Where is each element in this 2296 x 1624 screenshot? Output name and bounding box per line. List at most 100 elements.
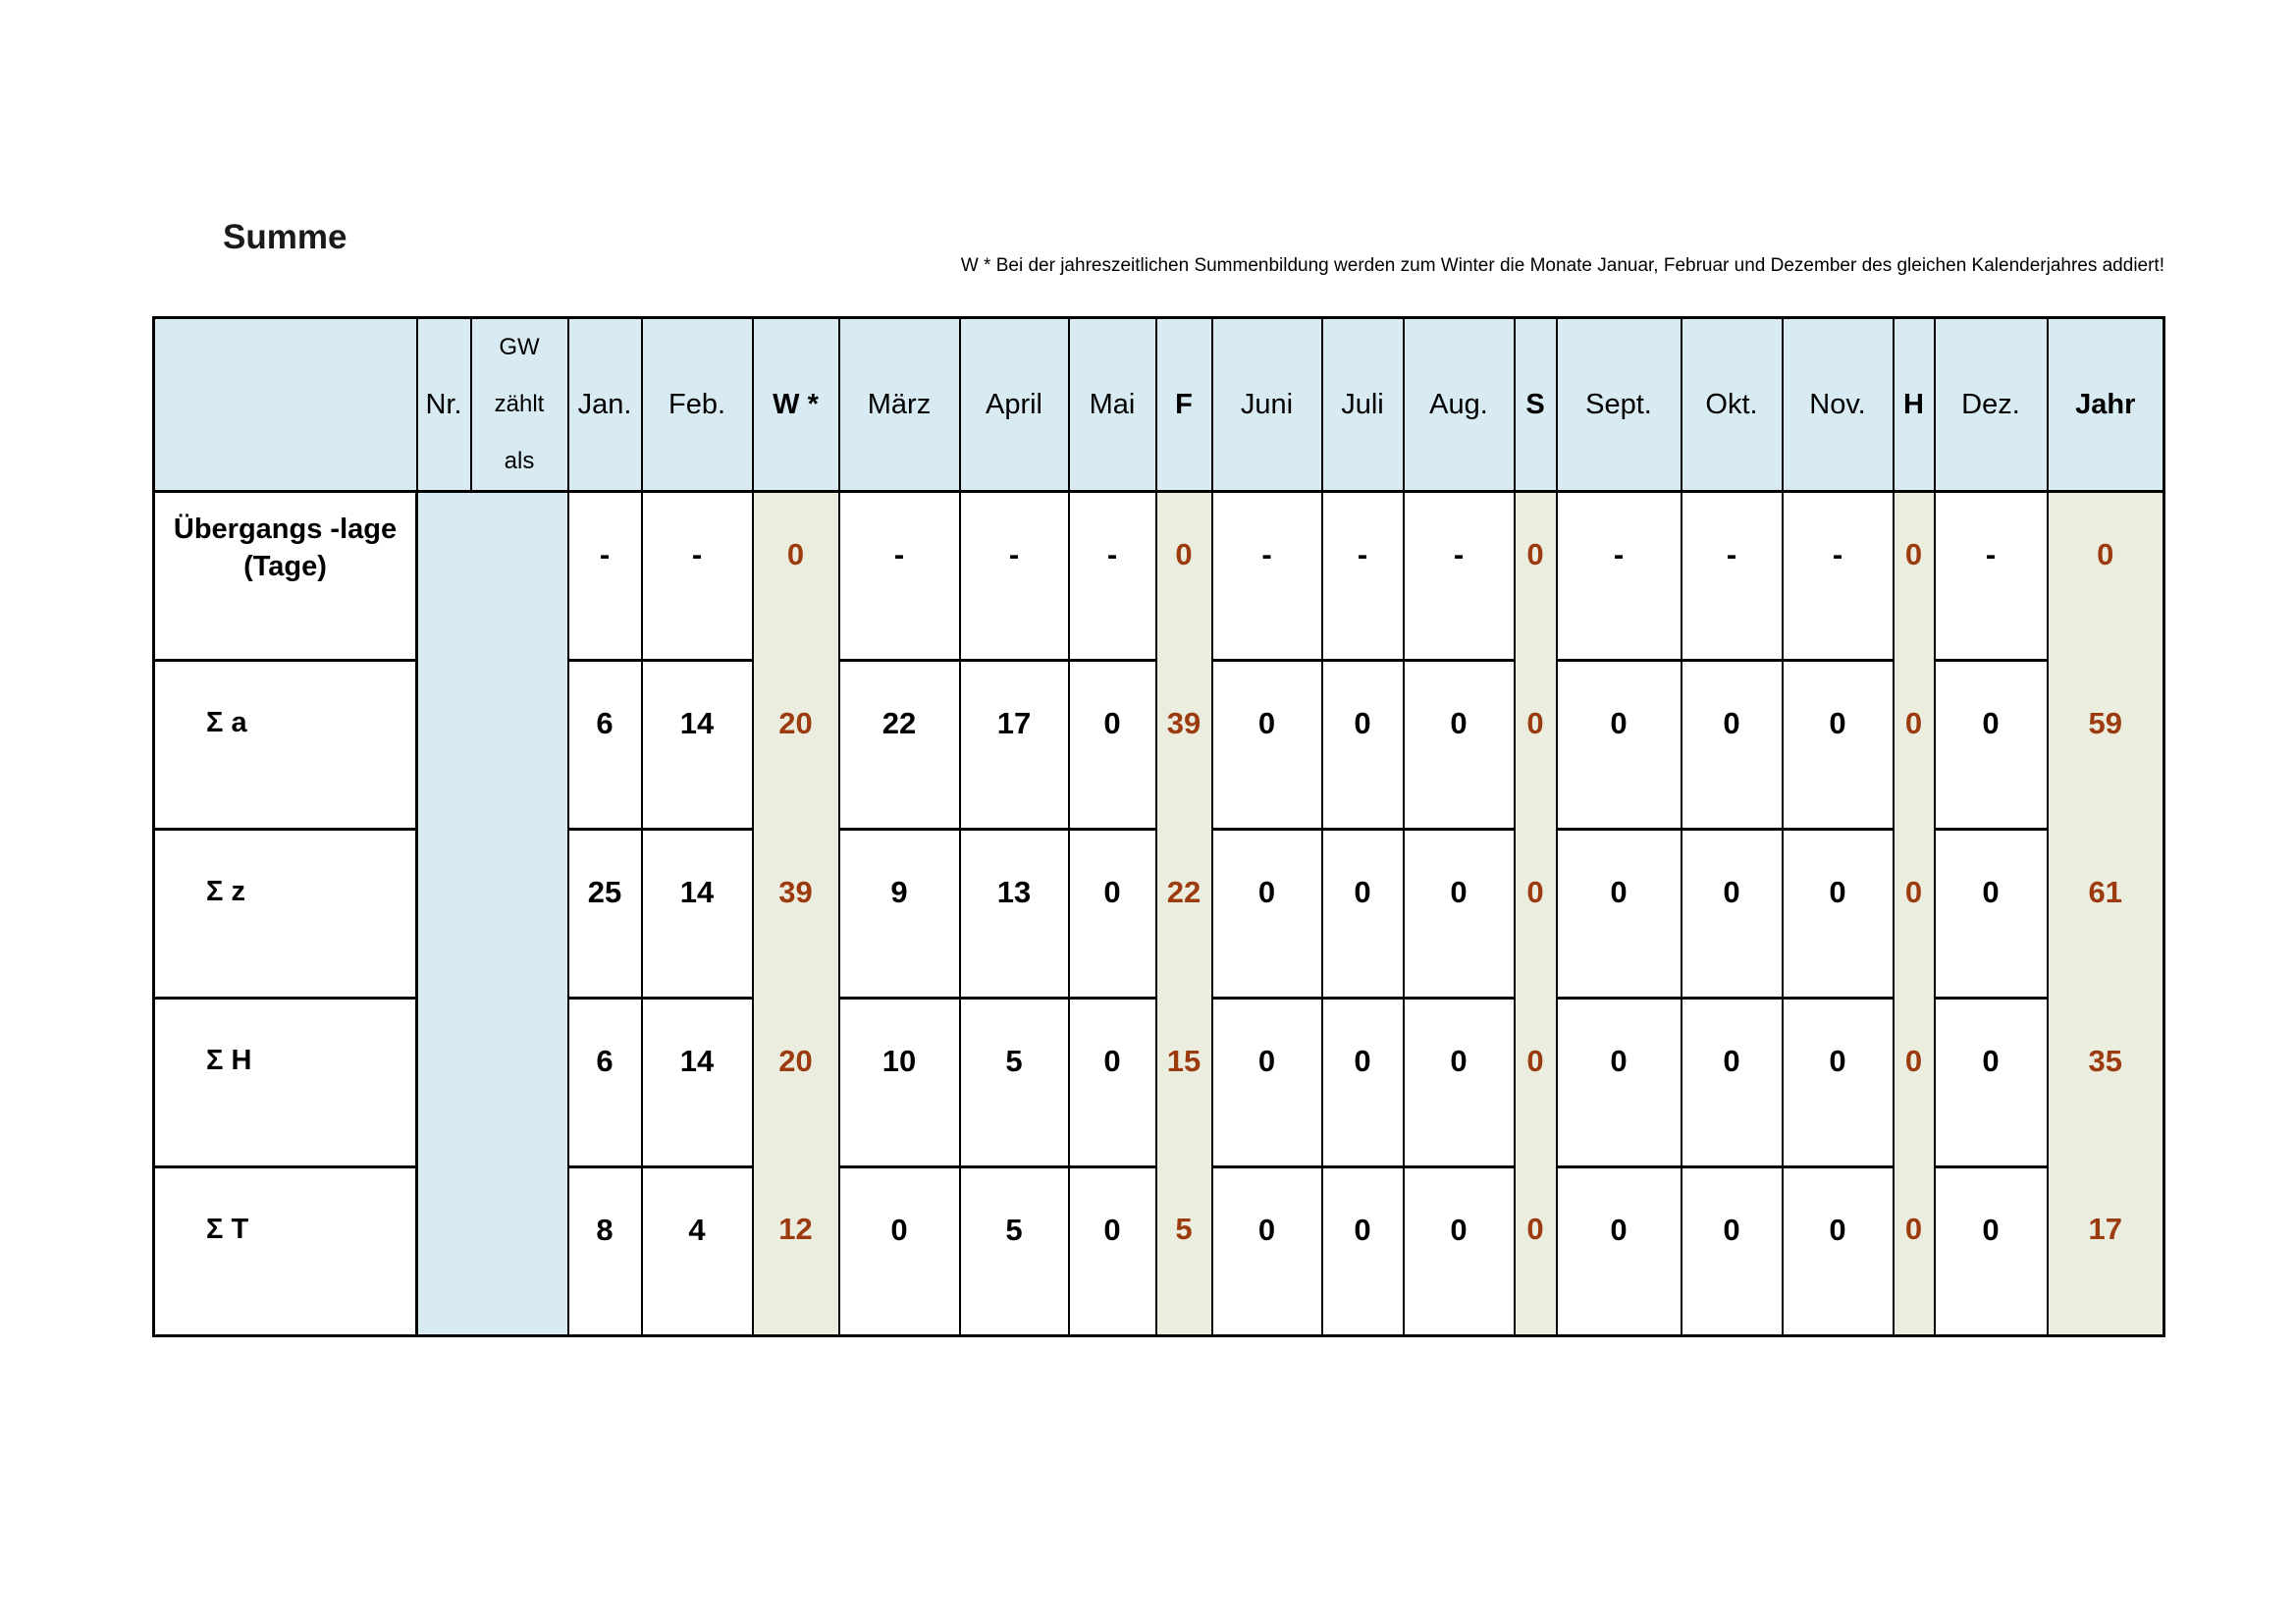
cell-okt: 0 bbox=[1680, 1165, 1784, 1337]
cell-sept: 0 bbox=[1555, 1165, 1682, 1337]
cell-w: 20 bbox=[751, 660, 840, 830]
cell-f: 5 bbox=[1154, 1166, 1213, 1336]
cell-okt: - bbox=[1680, 490, 1784, 662]
cell-f: 15 bbox=[1154, 998, 1213, 1167]
cell-s: 0 bbox=[1513, 829, 1558, 999]
cell-w: 12 bbox=[751, 1166, 840, 1336]
table-row: Σ T 8 4 12 0 5 0 5 0 0 0 0 0 0 0 0 0 17 bbox=[152, 1165, 2165, 1337]
cell-dez: 0 bbox=[1933, 997, 2049, 1168]
cell-juni: 0 bbox=[1210, 659, 1323, 831]
col-header-mai: Mai bbox=[1067, 316, 1157, 493]
row-label: Übergangs -lage (Tage) bbox=[152, 490, 418, 662]
col-header-gw: GW zählt als bbox=[469, 316, 569, 493]
col-header-nov: Nov. bbox=[1781, 316, 1895, 493]
cell-s: 0 bbox=[1513, 491, 1558, 661]
col-header-maerz: März bbox=[837, 316, 961, 493]
cell-jan: - bbox=[566, 490, 643, 662]
cell-s: 0 bbox=[1513, 1166, 1558, 1336]
cell-h: 0 bbox=[1892, 1166, 1936, 1336]
row-label: Σ H bbox=[152, 997, 418, 1168]
cell-dez: - bbox=[1933, 490, 2049, 662]
cell-april: 17 bbox=[958, 659, 1070, 831]
cell-juni: 0 bbox=[1210, 997, 1323, 1168]
cell-aug: 0 bbox=[1402, 997, 1516, 1168]
cell-okt: 0 bbox=[1680, 659, 1784, 831]
col-header-sept: Sept. bbox=[1555, 316, 1682, 493]
table-row: Σ a 6 14 20 22 17 0 39 0 0 0 0 0 0 0 0 0 59 bbox=[152, 659, 2165, 831]
cell-sept: 0 bbox=[1555, 997, 1682, 1168]
cell-maerz: 9 bbox=[837, 828, 961, 1000]
cell-dez: 0 bbox=[1933, 828, 2049, 1000]
nr-gw-merged-cell bbox=[415, 491, 569, 1336]
cell-aug: 0 bbox=[1402, 659, 1516, 831]
col-header-april: April bbox=[958, 316, 1070, 493]
cell-nov: 0 bbox=[1781, 997, 1895, 1168]
col-header-juli: Juli bbox=[1320, 316, 1405, 493]
col-header-okt: Okt. bbox=[1680, 316, 1784, 493]
page-title: Summe bbox=[223, 218, 347, 256]
cell-juli: 0 bbox=[1320, 828, 1405, 1000]
col-header-h: H bbox=[1892, 316, 1936, 493]
cell-aug: - bbox=[1402, 490, 1516, 662]
cell-jan: 8 bbox=[566, 1165, 643, 1337]
cell-jahr: 0 bbox=[2046, 491, 2165, 661]
cell-nov: 0 bbox=[1781, 828, 1895, 1000]
col-header-label bbox=[152, 316, 418, 493]
col-header-feb: Feb. bbox=[640, 316, 754, 493]
cell-jan: 6 bbox=[566, 997, 643, 1168]
row-label: Σ a bbox=[152, 659, 418, 831]
cell-maerz: 22 bbox=[837, 659, 961, 831]
cell-feb: 14 bbox=[640, 659, 754, 831]
header-row: Nr. GW zählt als Jan. Feb. W * März April Mai F J… bbox=[152, 316, 2165, 493]
cell-okt: 0 bbox=[1680, 997, 1784, 1168]
cell-sept: - bbox=[1555, 490, 1682, 662]
cell-h: 0 bbox=[1892, 660, 1936, 830]
col-header-w: W * bbox=[751, 316, 840, 493]
cell-nov: - bbox=[1781, 490, 1895, 662]
cell-w: 39 bbox=[751, 829, 840, 999]
cell-nov: 0 bbox=[1781, 1165, 1895, 1337]
col-header-dez: Dez. bbox=[1933, 316, 2049, 493]
col-header-juni: Juni bbox=[1210, 316, 1323, 493]
cell-juni: 0 bbox=[1210, 828, 1323, 1000]
table-row: Σ H 6 14 20 10 5 0 15 0 0 0 0 0 0 0 0 0 35 bbox=[152, 997, 2165, 1168]
cell-jahr: 35 bbox=[2046, 998, 2165, 1167]
cell-s: 0 bbox=[1513, 660, 1558, 830]
cell-sept: 0 bbox=[1555, 828, 1682, 1000]
cell-juni: 0 bbox=[1210, 1165, 1323, 1337]
cell-mai: 0 bbox=[1067, 659, 1157, 831]
cell-h: 0 bbox=[1892, 491, 1936, 661]
cell-april: 5 bbox=[958, 1165, 1070, 1337]
cell-dez: 0 bbox=[1933, 1165, 2049, 1337]
table-row: Σ z 25 14 39 9 13 0 22 0 0 0 0 0 0 0 0 0 61 bbox=[152, 828, 2165, 1000]
cell-f: 39 bbox=[1154, 660, 1213, 830]
cell-juni: - bbox=[1210, 490, 1323, 662]
cell-jahr: 61 bbox=[2046, 829, 2165, 999]
row-label: Σ T bbox=[152, 1165, 418, 1337]
cell-maerz: 0 bbox=[837, 1165, 961, 1337]
summary-table: Nr. GW zählt als Jan. Feb. W * März April Mai F J… bbox=[152, 316, 2165, 1337]
cell-h: 0 bbox=[1892, 829, 1936, 999]
col-header-jahr: Jahr bbox=[2046, 316, 2165, 493]
cell-jan: 25 bbox=[566, 828, 643, 1000]
cell-aug: 0 bbox=[1402, 828, 1516, 1000]
cell-juli: 0 bbox=[1320, 997, 1405, 1168]
cell-mai: 0 bbox=[1067, 828, 1157, 1000]
cell-sept: 0 bbox=[1555, 659, 1682, 831]
cell-dez: 0 bbox=[1933, 659, 2049, 831]
row-label: Σ z bbox=[152, 828, 418, 1000]
cell-april: 13 bbox=[958, 828, 1070, 1000]
cell-feb: 14 bbox=[640, 828, 754, 1000]
cell-f: 0 bbox=[1154, 491, 1213, 661]
cell-jahr: 17 bbox=[2046, 1166, 2165, 1336]
cell-feb: 14 bbox=[640, 997, 754, 1168]
cell-juli: 0 bbox=[1320, 659, 1405, 831]
cell-w: 20 bbox=[751, 998, 840, 1167]
cell-juli: - bbox=[1320, 490, 1405, 662]
cell-w: 0 bbox=[751, 491, 840, 661]
cell-f: 22 bbox=[1154, 829, 1213, 999]
cell-april: 5 bbox=[958, 997, 1070, 1168]
cell-jahr: 59 bbox=[2046, 660, 2165, 830]
cell-maerz: 10 bbox=[837, 997, 961, 1168]
